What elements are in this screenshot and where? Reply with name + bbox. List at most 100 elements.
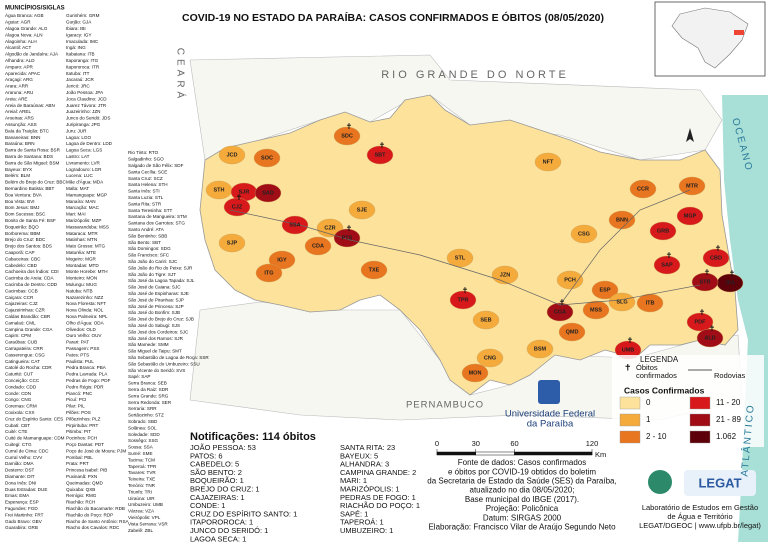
municipality-code: BSM <box>534 346 547 352</box>
municipality-entry: Conde: CDN <box>5 391 31 396</box>
municipality-code: STL <box>455 255 466 261</box>
municipality-entry: Gurjão: GJA <box>66 20 92 25</box>
death-marker: ✝ <box>346 224 353 233</box>
notification-item: UMBUZEIRO: 1 <box>340 526 393 535</box>
municipality-code: PDF <box>695 319 707 325</box>
municipality-entry: Solânea: SOL <box>128 425 157 430</box>
municipality-entry: São João do Rio do Peixe: SJR <box>128 265 193 270</box>
death-marker: ✝ <box>729 269 736 278</box>
legend-roads: Rodovias <box>714 371 746 380</box>
municipality-area <box>461 363 489 383</box>
municipality-entry: Mãe d'Água: MDA <box>66 179 104 185</box>
municipality-code: CJZ <box>232 204 243 210</box>
municipality-entry: São José de Caiana: SJC <box>128 285 181 290</box>
municipality-entry: Aguiar: AGR <box>5 20 31 25</box>
municipality-code: SAP <box>661 262 673 268</box>
municipality-area <box>702 248 730 268</box>
municipality-area <box>691 272 719 292</box>
notification-item: LAGOA SECA: 1 <box>190 534 246 542</box>
municipality-area <box>348 200 376 220</box>
municipality-entry: Bananeiras: BNN <box>5 135 41 140</box>
municipality-area <box>304 236 332 256</box>
notification-item: JOÃO PESSOA: 53 <box>190 443 256 452</box>
municipality-entry: Alagoa Nova: ALN <box>5 32 43 37</box>
municipality-entry: Cruz do Espírito Santo: CES <box>5 416 63 421</box>
notification-item: MARIZÓPOLIS: 1 <box>340 484 400 493</box>
municipality-area <box>366 145 394 165</box>
municipality-entry: Vista Serrana: VSR <box>128 521 168 526</box>
municipality-entry: Condado: CDD <box>5 384 37 389</box>
municipality-code: SSA <box>289 222 300 228</box>
municipalities-header: MUNICÍPIOS/SIGLAS <box>5 4 65 12</box>
municipality-entry: Curral de Cima: CDC <box>5 448 49 453</box>
notification-item: BAYEUX: 5 <box>340 451 378 460</box>
municipality-entry: Itaporanga: ITG <box>66 58 99 63</box>
municipality-entry: São Vicente do Seridó: SVS <box>128 368 185 373</box>
municipality-entry: Baía da Traição: BTC <box>5 128 50 133</box>
municipality-entry: Duas Estradas: DUE <box>5 487 47 492</box>
municipality-entry: Alagoinha: ALH <box>5 39 37 44</box>
legat-logo: LEGAT <box>698 475 741 490</box>
municipality-code: SOC <box>261 155 273 161</box>
municipality-code: ITB <box>646 300 655 306</box>
municipality-entry: São Sebastião do Umbuzeiro: SSU <box>128 361 200 366</box>
municipality-entry: Olivedos: OLD <box>66 327 97 332</box>
municipality-entry: Sertãozinho: STZ <box>128 413 164 418</box>
municipality-entry: Cuitegi: CTG <box>5 442 32 447</box>
legend-class-label: 1.062 <box>716 432 737 441</box>
municipality-entry: Assunção: ASS <box>5 122 37 127</box>
municipality-entry: Juripiranga: JPG <box>66 122 101 127</box>
inset-brazil <box>671 7 749 69</box>
municipality-entry: Taperoá: TPR <box>128 464 157 469</box>
municipality-entry: Imaculada: IMC <box>66 39 99 44</box>
municipality-entry: Nova Palmeira: NPL <box>66 314 108 319</box>
municipality-entry: Cabedelo: CBD <box>5 263 38 268</box>
municipality-code: ITG <box>264 270 273 276</box>
map-title: COVID-19 NO ESTADO DA PARAÍBA: CASOS CON… <box>182 11 604 24</box>
municipality-entry: Serra Redonda: SER <box>128 400 172 405</box>
municipality-code: CNG <box>484 355 496 361</box>
legat-logo-bg <box>684 470 756 496</box>
municipality-entry: Catingueira: CAT <box>5 359 40 364</box>
municipality-code: SEB <box>480 317 491 323</box>
municipality-entry: Conceição: CCC <box>5 378 40 383</box>
municipality-area <box>333 228 361 248</box>
municipality-entry: Manaíra: MAN <box>66 199 96 204</box>
source-line: da Secretaria de Estado da Saúde (SES) d… <box>427 477 616 486</box>
municipality-entry: Quixaba: QXB <box>66 487 95 492</box>
municipality-entry: Santa Teresinha: STT <box>128 208 173 213</box>
municipality-entry: Pilõezinhos: PLZ <box>66 416 101 421</box>
municipality-entry: Boa Ventura: BVA <box>5 192 43 197</box>
municipality-entry: Nova Olinda: NOL <box>66 308 104 313</box>
municipality-entry: Pedras de Fogo: PDF <box>66 378 111 383</box>
notification-item: SÃO BENTO: 2 <box>190 468 242 477</box>
municipality-code: ALD <box>704 335 715 341</box>
municipality-code: BNN <box>616 217 628 223</box>
municipality-entry: Boa Vista: BVI <box>5 199 35 204</box>
lab-line: LEGAT/DGEOC | www.ufpb.br/legat) <box>639 521 761 530</box>
municipality-entry: Cabaceiras: CBC <box>5 256 41 261</box>
notification-item: PEDRAS DE FOGO: 1 <box>340 493 416 502</box>
municipality-entry: Pedro Régis: PDR <box>66 384 104 389</box>
legend-cases-title: Casos Confirmados <box>624 385 705 395</box>
municipality-entry: Lucena: LUC <box>66 173 93 178</box>
municipality-entry: Queimadas: QMD <box>66 480 103 485</box>
municipality-area <box>218 145 246 165</box>
municipality-code: ESP <box>599 287 610 293</box>
source-line: Base municipal do IBGE (2017). <box>465 495 579 504</box>
municipality-entry: Itapororoca: ITR <box>66 64 100 69</box>
municipality-entry: Paulista: PUL <box>66 359 94 364</box>
municipality-area <box>570 224 598 244</box>
source-line: e óbitos por COVID-19 obtidos do boletim <box>448 467 596 476</box>
municipality-entry: Olho d'Água: ODA <box>66 319 105 325</box>
municipality-entry: Camalaú: CML <box>5 320 36 325</box>
municipality-entry: Sumé: SME <box>128 451 153 456</box>
municipality-entry: Marcação: MAC <box>66 205 100 210</box>
municipality-area <box>526 339 554 359</box>
municipality-entry: Areia: ARE <box>5 96 27 101</box>
municipality-entry: Santa Cecília: SCE <box>128 169 167 174</box>
legend-swatch <box>689 430 711 444</box>
municipality-entry: Diamante: DIT <box>5 474 35 479</box>
municipality-entry: São Francisco: SFC <box>128 253 170 258</box>
